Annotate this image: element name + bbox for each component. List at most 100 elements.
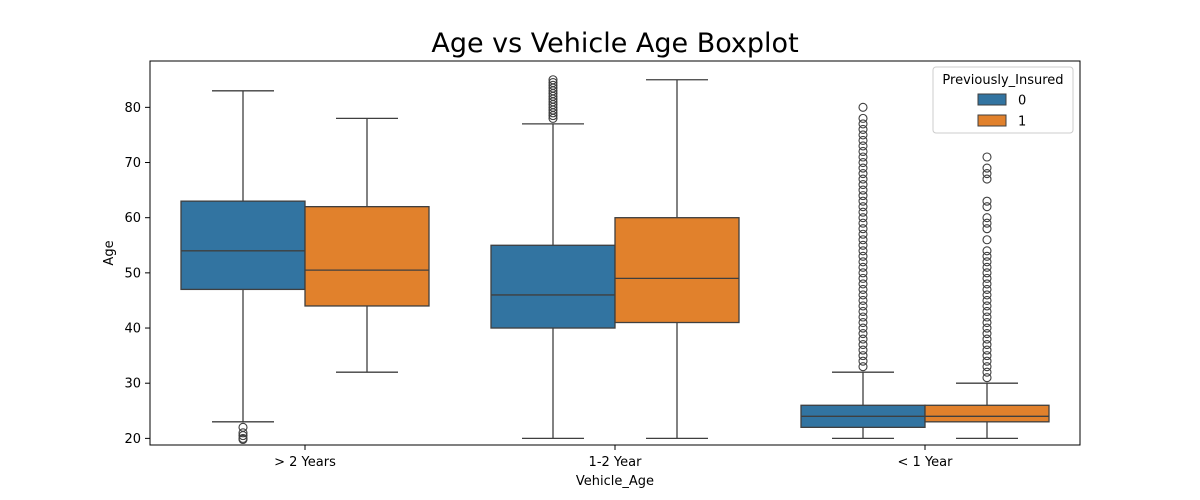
outlier-point [982,251,992,261]
outlier-point [982,323,992,333]
outlier-point [858,235,868,245]
y-tick-label: 40 [124,322,141,337]
axes: > 2 Years 1-2 Year < 1 Year 20 30 40 50 60 70 80 [124,101,953,470]
outlier-point [858,284,868,294]
outlier-point [858,124,868,134]
outlier-point [858,141,868,151]
outlier-point [982,279,992,289]
plot-area [180,75,1050,445]
outlier-point [982,284,992,294]
outlier-point [982,257,992,267]
outlier-point [858,251,868,261]
x-tick-label: 1-2 Year [589,455,643,470]
outlier-point [858,169,868,179]
outlier-point [858,119,868,129]
outlier-point [982,235,992,245]
outlier-point [982,174,992,184]
outlier-point [858,317,868,328]
box-group-1-0 [304,117,430,373]
outlier-point [858,240,868,250]
outlier-point [858,202,868,212]
box-group-0-0 [180,90,306,445]
outlier-point [982,345,992,355]
outlier-point [982,329,992,339]
outlier-point [858,146,868,157]
legend-label-0: 0 [1018,94,1026,109]
outlier-point [548,80,558,90]
outlier-point [858,295,868,305]
legend: Previously_Insured 0 1 [932,66,1074,134]
iqr-box [304,206,430,307]
y-tick-label: 30 [124,377,141,392]
outlier-point [858,180,868,190]
outlier-point [858,157,868,168]
y-tick-label: 70 [124,156,141,171]
outlier-point [982,268,992,278]
legend-swatch-1 [977,114,1007,127]
outlier-point [982,362,992,372]
outlier-point [982,334,992,344]
outlier-point [982,163,992,173]
outlier-point [858,191,868,201]
outlier-point [238,428,248,438]
outlier-point [982,312,992,322]
outlier-point [858,301,868,311]
outlier-point [982,301,992,311]
outlier-point [982,202,992,212]
outlier-point [982,367,992,377]
outlier-point [858,152,868,162]
outlier-point [982,152,992,162]
box-group-0-1 [490,75,616,440]
outlier-point [858,135,868,145]
outlier-point [858,218,868,228]
outlier-point [858,246,868,256]
legend-title: Previously_Insured [942,73,1063,88]
outlier-point [858,185,868,195]
legend-swatch-0 [977,93,1007,106]
outlier-point [982,262,992,272]
outlier-point [858,340,868,350]
outlier-point [858,174,868,184]
outlier-point [858,229,868,239]
iqr-box [924,404,1050,423]
y-axis-label: Age [102,240,117,265]
box-group-1-1 [614,79,740,440]
x-axis-label: Vehicle_Age [576,474,654,489]
outlier-point [982,290,992,300]
x-tick-label: < 1 Year [898,455,954,470]
outlier-point [858,102,868,112]
outlier-point [982,273,992,283]
chart-title: Age vs Vehicle Age Boxplot [431,28,798,59]
iqr-box [490,244,616,329]
outlier-point [858,290,868,300]
outlier-point [982,373,992,383]
outlier-point [858,130,868,140]
outlier-point [858,312,868,322]
outlier-point [858,257,868,267]
legend-label-1: 1 [1018,115,1026,130]
outlier-point [982,340,992,350]
outlier-point [982,196,992,206]
x-tick-label: > 2 Years [274,455,336,470]
outlier-point [858,262,868,272]
outlier-point [858,345,868,355]
outlier-point [982,169,992,179]
outlier-point [982,246,992,256]
y-tick-label: 50 [124,266,141,281]
outlier-point [858,279,868,289]
outlier-point [982,224,992,234]
y-tick-label: 60 [124,211,141,226]
iqr-box [614,217,740,324]
outlier-point [858,356,868,366]
outlier-point [858,351,868,361]
outlier-point [858,113,868,123]
outlier-point [982,213,992,223]
outlier-point [858,329,868,339]
outlier-point [858,163,868,173]
outlier-point [858,207,868,217]
outlier-point [238,431,248,441]
outlier-point [238,434,248,445]
outlier-point [858,323,868,333]
box-group-1-2 [924,152,1050,440]
